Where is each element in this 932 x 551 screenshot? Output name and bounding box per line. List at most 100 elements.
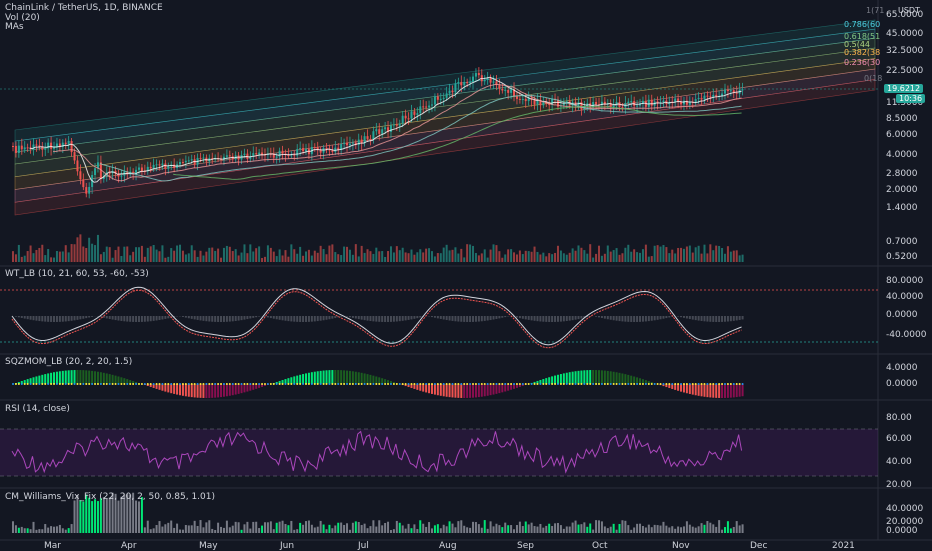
vixfix-bar bbox=[270, 521, 272, 533]
wt-histogram-bar bbox=[630, 316, 632, 322]
pane-axis-tick: 60.00 bbox=[886, 434, 912, 444]
squeeze-dot bbox=[396, 383, 398, 385]
wt-histogram-bar bbox=[153, 316, 155, 321]
price-candle bbox=[18, 146, 20, 153]
squeeze-dot bbox=[410, 383, 412, 385]
price-tick: 8.5000 bbox=[886, 114, 918, 124]
vixfix-bar bbox=[513, 529, 515, 533]
wt-histogram-bar bbox=[446, 316, 448, 320]
squeeze-dot bbox=[355, 383, 357, 385]
squeeze-dot bbox=[657, 383, 659, 385]
sqzmom-bar bbox=[305, 373, 307, 384]
sqzmom-bar bbox=[79, 370, 81, 384]
squeeze-dot bbox=[88, 383, 90, 385]
sqzmom-bar bbox=[566, 373, 568, 384]
price-candle bbox=[490, 78, 492, 83]
sqzmom-bar bbox=[205, 384, 207, 398]
wt-histogram-bar bbox=[267, 316, 269, 317]
squeeze-dot bbox=[150, 383, 152, 385]
volume-bar bbox=[493, 244, 495, 262]
vixfix-bar bbox=[100, 498, 102, 533]
vixfix-bar bbox=[276, 523, 278, 533]
volume-bar bbox=[355, 244, 357, 262]
wt-histogram-bar bbox=[642, 316, 644, 322]
volume-bar bbox=[516, 254, 518, 262]
volume-bar bbox=[367, 249, 369, 262]
price-candle bbox=[185, 161, 187, 162]
vixfix-bar bbox=[302, 525, 304, 533]
wt-histogram-bar bbox=[712, 316, 714, 322]
wt-histogram-bar bbox=[71, 316, 73, 321]
volume-bar bbox=[100, 254, 102, 262]
vixfix-bar bbox=[428, 522, 430, 533]
wt-histogram-bar bbox=[651, 316, 653, 321]
vixfix-bar bbox=[390, 530, 392, 533]
wt-histogram-bar bbox=[657, 316, 659, 320]
sqzmom-pane-title[interactable]: SQZMOM_LB (20, 2, 20, 1.5) bbox=[5, 357, 132, 367]
sqzmom-bar bbox=[41, 375, 43, 384]
sqzmom-bar bbox=[38, 376, 40, 384]
price-candle bbox=[457, 82, 459, 83]
volume-bar bbox=[490, 250, 492, 262]
vixfix-bar bbox=[542, 528, 544, 533]
squeeze-dot bbox=[493, 383, 495, 385]
wt-histogram-bar bbox=[91, 316, 93, 317]
price-candle bbox=[282, 151, 284, 154]
vixfix-bar bbox=[724, 527, 726, 533]
vixfix-bar bbox=[97, 501, 99, 533]
sqzmom-bar bbox=[185, 384, 187, 396]
volume-bar bbox=[117, 247, 119, 262]
vixfix-bar bbox=[273, 529, 275, 533]
wt-histogram-bar bbox=[554, 316, 556, 322]
wt-pane-title[interactable]: WT_LB (10, 21, 60, 53, -60, -53) bbox=[5, 269, 149, 279]
sqzmom-bar bbox=[683, 384, 685, 392]
volume-bar bbox=[598, 246, 600, 262]
vixfix-bar bbox=[109, 498, 111, 533]
price-tick: 4.0000 bbox=[886, 150, 918, 160]
vixfix-bar bbox=[179, 530, 181, 533]
vixfix-bar bbox=[531, 523, 533, 533]
wt-histogram-bar bbox=[457, 316, 459, 322]
sqzmom-bar bbox=[369, 375, 371, 384]
squeeze-dot bbox=[539, 383, 541, 385]
squeeze-dot bbox=[270, 383, 272, 385]
price-candle bbox=[525, 99, 527, 101]
wt-histogram-bar bbox=[24, 316, 26, 319]
volume-bar bbox=[235, 249, 237, 262]
wt-histogram-bar bbox=[437, 316, 439, 318]
price-candle bbox=[138, 168, 140, 170]
wt-histogram-bar bbox=[724, 316, 726, 322]
mas-indicator-label[interactable]: MAs bbox=[5, 22, 24, 32]
volume-bar bbox=[601, 256, 603, 262]
wt-histogram-bar bbox=[349, 316, 351, 317]
volume-bar bbox=[246, 253, 248, 262]
squeeze-dot bbox=[507, 383, 509, 385]
price-candle bbox=[296, 149, 298, 156]
wt-histogram-bar bbox=[736, 316, 738, 320]
squeeze-dot bbox=[156, 383, 158, 385]
squeeze-dot bbox=[619, 383, 621, 385]
squeeze-dot bbox=[712, 383, 714, 385]
volume-bar bbox=[241, 253, 243, 262]
price-candle bbox=[76, 160, 78, 171]
sqzmom-bar bbox=[243, 384, 245, 392]
sqzmom-bar bbox=[173, 384, 175, 394]
vixfix-bar bbox=[709, 523, 711, 533]
squeeze-dot bbox=[147, 383, 149, 385]
vixfix-bar bbox=[106, 498, 108, 533]
wt-histogram-bar bbox=[645, 316, 647, 321]
sqzmom-bar bbox=[314, 372, 316, 384]
volume-bar bbox=[185, 254, 187, 262]
volume-bar bbox=[478, 255, 480, 262]
vixfix-bar bbox=[33, 522, 35, 533]
squeeze-dot bbox=[607, 383, 609, 385]
sqzmom-bar bbox=[71, 370, 73, 384]
pane-axis-tick: 0.0000 bbox=[886, 526, 918, 536]
rsi-pane-title[interactable]: RSI (14, close) bbox=[5, 404, 70, 414]
price-candle bbox=[621, 107, 623, 108]
vixfix-bar bbox=[361, 525, 363, 533]
squeeze-dot bbox=[369, 383, 371, 385]
price-candle bbox=[85, 187, 87, 194]
vixfix-bar bbox=[671, 526, 673, 533]
vixfix-pane-title[interactable]: CM_Williams_Vix_Fix (22, 20, 2, 50, 0.85… bbox=[5, 492, 215, 502]
